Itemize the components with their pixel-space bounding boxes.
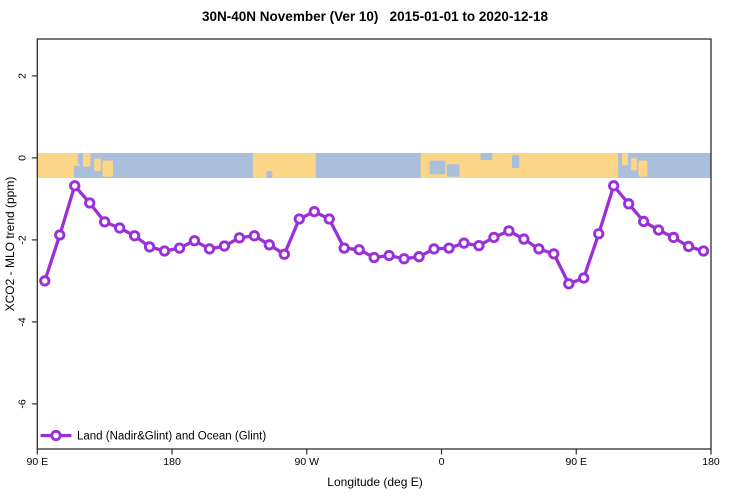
data-point-marker <box>218 240 231 252</box>
data-point-marker <box>263 239 276 251</box>
data-point-marker <box>338 242 350 254</box>
x-axis-tick-label: 180 <box>702 456 720 468</box>
data-point-marker <box>682 240 695 253</box>
data-point-marker <box>69 180 81 192</box>
data-point-marker <box>173 242 186 254</box>
data-point-marker <box>54 229 66 241</box>
data-point-marker <box>158 245 171 257</box>
data-point-marker <box>518 233 530 245</box>
map-band-water-patch <box>480 152 493 160</box>
data-point-marker <box>652 224 665 236</box>
y-axis-tick-label: -6 <box>17 399 29 408</box>
data-point-marker <box>278 248 290 260</box>
data-point-marker <box>563 278 575 290</box>
x-axis-tick-label: 90 W <box>295 456 320 468</box>
data-point-marker <box>533 243 545 255</box>
data-point-marker <box>188 235 201 247</box>
data-point-marker <box>293 213 305 225</box>
data-point-marker <box>233 232 246 244</box>
data-point-marker <box>697 245 710 257</box>
data-point-marker <box>503 225 515 237</box>
data-point-marker <box>458 237 470 249</box>
map-band-land-segment <box>82 152 91 167</box>
legend-label: Land (Nadir&Glint) and Ocean (Glint) <box>77 431 266 443</box>
data-point-marker <box>383 249 395 262</box>
y-axis-tick-label: 2 <box>17 73 29 79</box>
map-band-land-segment <box>638 160 648 177</box>
y-axis-tick-label: 0 <box>17 155 29 161</box>
map-band-land-segment <box>621 152 628 166</box>
data-point-marker <box>637 215 650 228</box>
data-point-marker <box>413 251 425 263</box>
y-axis-tick-label: -4 <box>17 317 29 326</box>
data-point-marker <box>398 253 410 265</box>
map-band-water-patch <box>429 160 446 175</box>
data-point-marker <box>578 272 590 284</box>
map-band-land-segment <box>102 160 113 177</box>
data-point-marker <box>368 251 380 264</box>
data-point-marker <box>99 216 111 228</box>
data-series-line <box>43 184 706 286</box>
map-band-water-patch <box>446 164 460 177</box>
map-band-land-segment <box>37 152 80 178</box>
data-point-marker <box>473 239 485 252</box>
data-point-marker <box>428 243 440 255</box>
legend-marker <box>50 429 62 442</box>
data-point-marker <box>128 230 141 242</box>
data-point-marker <box>323 213 335 225</box>
data-point-marker <box>203 243 216 255</box>
x-axis-tick-label: 90 E <box>565 456 587 468</box>
data-point-marker <box>84 197 96 209</box>
x-axis-title: Longitude (deg E) <box>327 475 423 489</box>
map-band-water-patch <box>266 170 273 178</box>
data-point-marker <box>308 205 320 218</box>
data-point-marker <box>143 241 156 253</box>
map-band-land-segment <box>94 158 101 171</box>
data-point-marker <box>667 231 680 244</box>
data-point-marker <box>113 222 126 234</box>
x-axis-tick-label: 0 <box>439 456 445 468</box>
map-band-water-patch <box>511 154 520 168</box>
y-axis-tick-label: -2 <box>17 235 29 244</box>
data-point-marker <box>443 242 455 254</box>
map-band-water-patch <box>73 165 80 178</box>
map-band-land-segment <box>420 152 619 178</box>
data-point-marker <box>488 231 500 244</box>
x-axis-tick-label: 90 E <box>26 456 48 468</box>
map-band-land-segment <box>252 152 316 178</box>
plot-box <box>36 38 712 450</box>
y-axis-title: XCO2 - MLO trend (ppm) <box>3 176 17 312</box>
data-point-marker <box>623 198 635 210</box>
data-point-marker <box>353 244 365 256</box>
data-point-marker <box>248 230 261 242</box>
map-band-land-segment <box>630 157 637 171</box>
data-point-marker <box>593 228 605 240</box>
chart-title: 30N-40N November (Ver 10) 2015-01-01 to … <box>202 9 548 24</box>
map-band-water-patch <box>77 152 83 165</box>
data-point-marker <box>39 275 51 287</box>
x-axis-tick-label: 180 <box>163 456 181 468</box>
data-point-marker <box>548 248 560 260</box>
data-point-marker <box>608 180 620 192</box>
